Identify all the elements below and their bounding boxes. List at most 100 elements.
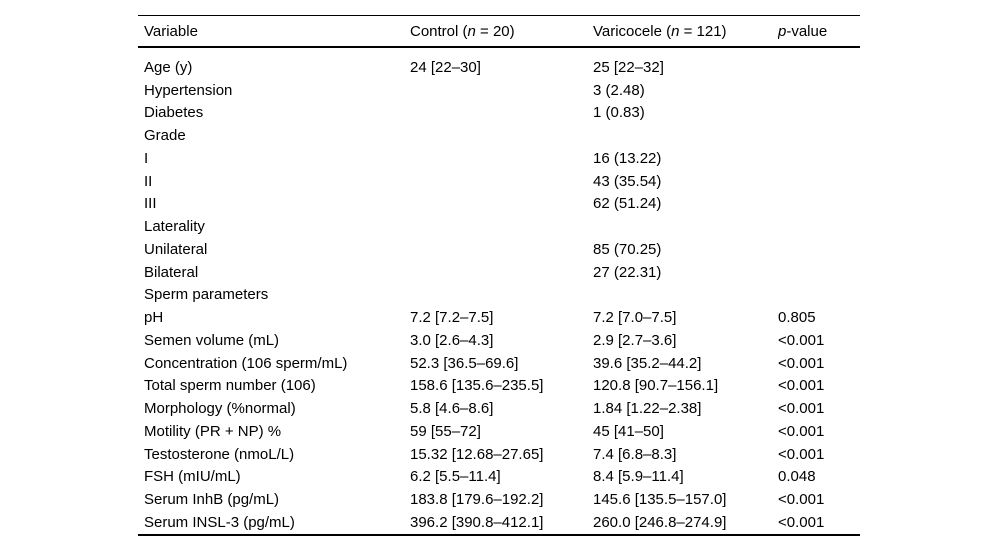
table-cell: Bilateral [144, 263, 199, 281]
table-cell: 0.805 [778, 309, 816, 327]
table-cell: 45 [41–50] [593, 422, 664, 440]
table-cell: 145.6 [135.5–157.0] [593, 491, 727, 509]
header-row: Variable Control (n = 20) Varicocele (n = … [138, 15, 860, 48]
table-row: I 16 (13.22) [138, 147, 860, 170]
table-cell [778, 261, 860, 284]
table-cell: 7.2 [7.2–7.5] [410, 309, 494, 327]
column-header: Control (n = 20) [410, 15, 593, 48]
table-row: III 62 (51.24) [138, 193, 860, 216]
table-cell: Concentration (106 sperm/mL) [144, 354, 348, 372]
table-cell [778, 124, 860, 147]
table-cell: Morphology (%normal) [144, 400, 296, 418]
table-cell [778, 102, 860, 125]
table-row: Total sperm number (106) 158.6 [135.6–235… [138, 375, 860, 398]
table-cell: 183.8 [179.6–192.2] [410, 491, 544, 509]
table-cell: Total sperm number (106) [144, 377, 316, 395]
table-row: Semen volume (mL) 3.0 [2.6–4.3] 2.9 [2.7–3… [138, 329, 860, 352]
table-cell [778, 147, 860, 170]
table-cell [410, 193, 593, 216]
table-cell: <0.001 [778, 445, 825, 463]
table-cell: 25 [22–32] [593, 58, 664, 76]
table-cell: 85 (70.25) [593, 240, 662, 258]
table-cell: II [144, 172, 153, 190]
table-cell: 158.6 [135.6–235.5] [410, 377, 544, 395]
table-row: Bilateral 27 (22.31) [138, 261, 860, 284]
table-cell: 1 (0.83) [593, 104, 645, 122]
table-row: Laterality [138, 215, 860, 238]
table-cell: 2.9 [2.7–3.6] [593, 331, 677, 349]
table-row: Concentration (106 sperm/mL) 52.3 [36.5–6… [138, 352, 860, 375]
italic-symbol: p [778, 22, 787, 40]
table-row: Age (y) 24 [22–30] 25 [22–32] [138, 47, 860, 79]
table-cell: 7.4 [6.8–8.3] [593, 445, 677, 463]
table-row: Serum INSL-3 (pg/mL) 396.2 [390.8–412.1] 2… [138, 511, 860, 535]
table-cell: III [144, 195, 157, 213]
table-row: Morphology (%normal) 5.8 [4.6–8.6] 1.84 [1… [138, 397, 860, 420]
table-cell [410, 261, 593, 284]
table-cell: Serum INSL-3 (pg/mL) [144, 513, 295, 531]
table-row: FSH (mIU/mL) 6.2 [5.5–11.4] 8.4 [5.9–11.4]… [138, 466, 860, 489]
table-cell: 39.6 [35.2–44.2] [593, 354, 702, 372]
table-cell [593, 215, 778, 238]
table-cell: 16 (13.22) [593, 149, 662, 167]
table-cell: <0.001 [778, 400, 825, 418]
table-row: Motility (PR + NP) % 59 [55–72] 45 [41–50]… [138, 420, 860, 443]
table-cell: <0.001 [778, 491, 825, 509]
table-cell: <0.001 [778, 422, 825, 440]
table-cell [410, 147, 593, 170]
table-cell [410, 79, 593, 102]
table-cell [410, 170, 593, 193]
table-cell [410, 102, 593, 125]
table-cell: <0.001 [778, 331, 825, 349]
table-cell [778, 193, 860, 216]
table-row: Grade [138, 124, 860, 147]
table-cell: Semen volume (mL) [144, 331, 280, 349]
table-cell [778, 47, 860, 79]
table-cell: 27 (22.31) [593, 263, 662, 281]
table-cell: 8.4 [5.9–11.4] [593, 468, 684, 486]
table-cell [593, 124, 778, 147]
table-cell: Hypertension [144, 81, 233, 99]
table-row: pH 7.2 [7.2–7.5] 7.2 [7.0–7.5] 0.805 [138, 306, 860, 329]
table-cell [410, 284, 593, 307]
table-cell [778, 215, 860, 238]
table-row: Testosterone (nmoL/L) 15.32 [12.68–27.65]… [138, 443, 860, 466]
table-cell: 260.0 [246.8–274.9] [593, 513, 727, 531]
table-cell: 120.8 [90.7–156.1] [593, 377, 719, 395]
table-cell: Grade [144, 127, 186, 145]
table-cell: 62 (51.24) [593, 195, 662, 213]
table-row: Diabetes 1 (0.83) [138, 102, 860, 125]
table-cell: Serum InhB (pg/mL) [144, 491, 280, 509]
table-cell [778, 170, 860, 193]
table-cell: 6.2 [5.5–11.4] [410, 468, 501, 486]
table-cell: pH [144, 309, 164, 327]
column-header: Varicocele (n = 121) [593, 15, 778, 48]
table-cell [410, 215, 593, 238]
table-cell [778, 238, 860, 261]
table-cell: Age (y) [144, 58, 193, 76]
table-cell: Unilateral [144, 240, 208, 258]
table-cell: 15.32 [12.68–27.65] [410, 445, 544, 463]
table-cell: Motility (PR + NP) % [144, 422, 282, 440]
table-cell [778, 79, 860, 102]
table-cell [593, 284, 778, 307]
table-cell: 3 (2.48) [593, 81, 645, 99]
italic-symbol: n [467, 22, 476, 40]
table-row: II 43 (35.54) [138, 170, 860, 193]
table-cell: Diabetes [144, 104, 204, 122]
table-cell: FSH (mIU/mL) [144, 468, 241, 486]
table-row: Sperm parameters [138, 284, 860, 307]
table-cell: Laterality [144, 218, 205, 236]
table-cell: I [144, 149, 149, 167]
table-cell: 7.2 [7.0–7.5] [593, 309, 677, 327]
table-cell [778, 284, 860, 307]
table-cell: 59 [55–72] [410, 422, 481, 440]
table-row: Hypertension 3 (2.48) [138, 79, 860, 102]
table-row: Unilateral 85 (70.25) [138, 238, 860, 261]
table-cell [410, 238, 593, 261]
italic-symbol: n [671, 22, 680, 40]
table-cell: 24 [22–30] [410, 58, 481, 76]
table-cell: 5.8 [4.6–8.6] [410, 400, 494, 418]
table-cell: 0.048 [778, 468, 816, 486]
